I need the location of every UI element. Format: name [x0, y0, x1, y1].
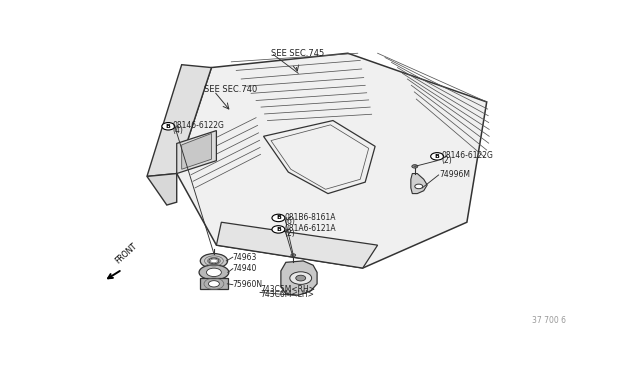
Text: 74940: 74940 — [233, 264, 257, 273]
Text: 081A6-6121A: 081A6-6121A — [285, 224, 337, 233]
Circle shape — [415, 184, 423, 189]
Ellipse shape — [199, 265, 229, 280]
Circle shape — [209, 258, 219, 264]
Polygon shape — [281, 261, 317, 295]
Text: FRONT: FRONT — [114, 242, 139, 266]
Ellipse shape — [207, 268, 221, 276]
Text: 08146-6122G: 08146-6122G — [173, 122, 225, 131]
Text: 743C5M<RH>: 743C5M<RH> — [260, 285, 315, 294]
Text: 37 700 6: 37 700 6 — [532, 316, 566, 326]
Polygon shape — [216, 222, 378, 268]
Ellipse shape — [200, 254, 228, 268]
Text: (2): (2) — [285, 229, 296, 238]
Circle shape — [431, 153, 444, 160]
Circle shape — [412, 165, 418, 168]
Circle shape — [290, 272, 312, 284]
Text: SEE SEC.740: SEE SEC.740 — [204, 85, 257, 94]
Circle shape — [272, 214, 285, 222]
Text: 74996M: 74996M — [440, 170, 470, 179]
Circle shape — [291, 254, 296, 257]
Circle shape — [162, 122, 175, 130]
Text: 75960N: 75960N — [233, 280, 263, 289]
Text: 743C6M<LH>: 743C6M<LH> — [260, 290, 314, 299]
Polygon shape — [177, 131, 216, 173]
Polygon shape — [147, 65, 211, 176]
Circle shape — [296, 275, 306, 281]
Text: B: B — [276, 227, 281, 232]
Circle shape — [209, 280, 220, 287]
Text: B: B — [276, 215, 281, 221]
Circle shape — [272, 226, 285, 233]
Polygon shape — [182, 134, 211, 169]
Text: (6): (6) — [285, 218, 296, 227]
Polygon shape — [411, 173, 428, 193]
Text: SEE SEC.745: SEE SEC.745 — [271, 49, 324, 58]
Polygon shape — [177, 53, 486, 268]
Text: B: B — [435, 154, 440, 159]
Text: B: B — [166, 124, 171, 129]
Text: 081B6-8161A: 081B6-8161A — [285, 213, 337, 222]
Text: 08146-6122G: 08146-6122G — [441, 151, 493, 160]
Polygon shape — [147, 173, 177, 205]
FancyBboxPatch shape — [200, 278, 228, 289]
Text: 74963: 74963 — [233, 253, 257, 262]
Text: (4): (4) — [173, 126, 184, 135]
Text: (2): (2) — [441, 156, 452, 165]
